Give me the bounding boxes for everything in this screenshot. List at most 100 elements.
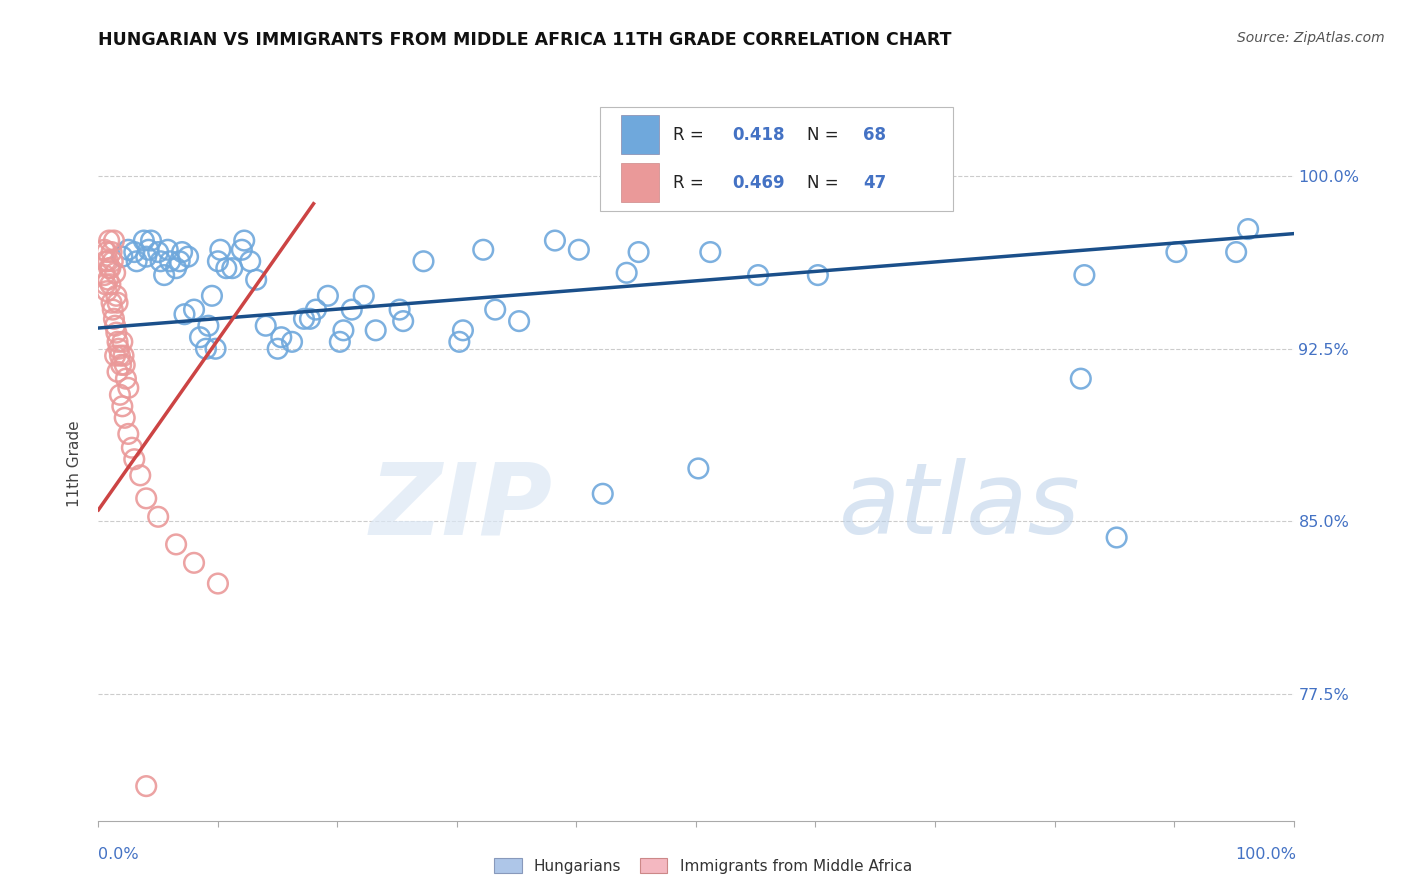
Point — [101, 254, 124, 268]
Point — [97, 254, 120, 268]
Point — [194, 342, 218, 356]
Point — [107, 365, 129, 379]
Point — [115, 372, 138, 386]
Point — [132, 234, 155, 248]
Point — [104, 266, 127, 280]
Point — [169, 254, 191, 268]
Text: Source: ZipAtlas.com: Source: ZipAtlas.com — [1237, 31, 1385, 45]
Point — [94, 254, 117, 268]
Point — [107, 295, 129, 310]
Point — [177, 250, 200, 264]
Point — [98, 261, 122, 276]
Point — [100, 295, 122, 310]
Text: 0.418: 0.418 — [733, 126, 785, 144]
Point — [364, 323, 387, 337]
Point — [173, 307, 195, 321]
Point — [138, 243, 160, 257]
Y-axis label: 11th Grade: 11th Grade — [67, 420, 83, 508]
Point — [149, 254, 172, 268]
Point — [807, 268, 830, 282]
Point — [96, 245, 118, 260]
Point — [129, 468, 152, 483]
Point — [305, 302, 328, 317]
Point — [100, 245, 122, 260]
Point — [233, 234, 256, 248]
Point — [699, 245, 721, 260]
Point — [281, 334, 304, 349]
Point — [270, 330, 292, 344]
Point — [135, 491, 157, 506]
Point — [188, 330, 211, 344]
Point — [108, 349, 131, 363]
Point — [332, 323, 354, 337]
Point — [592, 487, 614, 501]
Point — [101, 302, 124, 317]
Point — [298, 311, 321, 326]
Point — [111, 334, 134, 349]
Point — [1073, 268, 1095, 282]
Point — [201, 289, 224, 303]
Point — [568, 243, 591, 257]
Point — [111, 399, 134, 413]
Point — [215, 261, 238, 276]
Point — [231, 243, 253, 257]
FancyBboxPatch shape — [620, 115, 659, 154]
Point — [484, 302, 506, 317]
Point — [121, 441, 143, 455]
Point — [107, 342, 129, 356]
Point — [329, 334, 352, 349]
Point — [1225, 245, 1247, 260]
Point — [135, 779, 157, 793]
Text: atlas: atlas — [839, 458, 1081, 555]
Point — [98, 234, 121, 248]
Point — [544, 234, 567, 248]
Point — [125, 254, 148, 268]
Point — [139, 234, 162, 248]
Text: R =: R = — [673, 126, 709, 144]
Point — [97, 273, 120, 287]
Point — [267, 342, 290, 356]
Point — [412, 254, 434, 268]
Text: 100.0%: 100.0% — [1236, 847, 1296, 862]
Point — [148, 245, 170, 260]
Point — [124, 452, 146, 467]
Point — [245, 273, 267, 287]
Point — [254, 318, 277, 333]
Point — [153, 268, 176, 282]
Point — [239, 254, 262, 268]
Text: ZIP: ZIP — [370, 458, 553, 555]
Point — [209, 243, 232, 257]
Point — [353, 289, 375, 303]
Point — [112, 349, 135, 363]
Point — [104, 318, 127, 333]
Point — [1070, 372, 1092, 386]
Legend: Hungarians, Immigrants from Middle Africa: Hungarians, Immigrants from Middle Afric… — [488, 852, 918, 880]
Point — [93, 243, 115, 257]
Point — [292, 311, 315, 326]
Point — [114, 410, 136, 425]
Point — [508, 314, 530, 328]
Point — [388, 302, 411, 317]
Point — [472, 243, 495, 257]
Point — [316, 289, 339, 303]
Point — [183, 302, 205, 317]
Point — [1237, 222, 1260, 236]
Point — [172, 245, 194, 260]
Point — [148, 509, 170, 524]
Point — [627, 245, 650, 260]
FancyBboxPatch shape — [600, 107, 953, 211]
Point — [105, 289, 128, 303]
Point — [98, 277, 122, 292]
Point — [747, 268, 769, 282]
Point — [616, 266, 638, 280]
Point — [98, 261, 121, 276]
Text: 47: 47 — [863, 174, 887, 192]
Text: R =: R = — [673, 174, 709, 192]
Point — [207, 254, 229, 268]
Point — [340, 302, 363, 317]
Point — [392, 314, 415, 328]
Point — [165, 537, 187, 551]
Point — [449, 334, 471, 349]
Point — [117, 426, 139, 441]
Point — [96, 284, 118, 298]
